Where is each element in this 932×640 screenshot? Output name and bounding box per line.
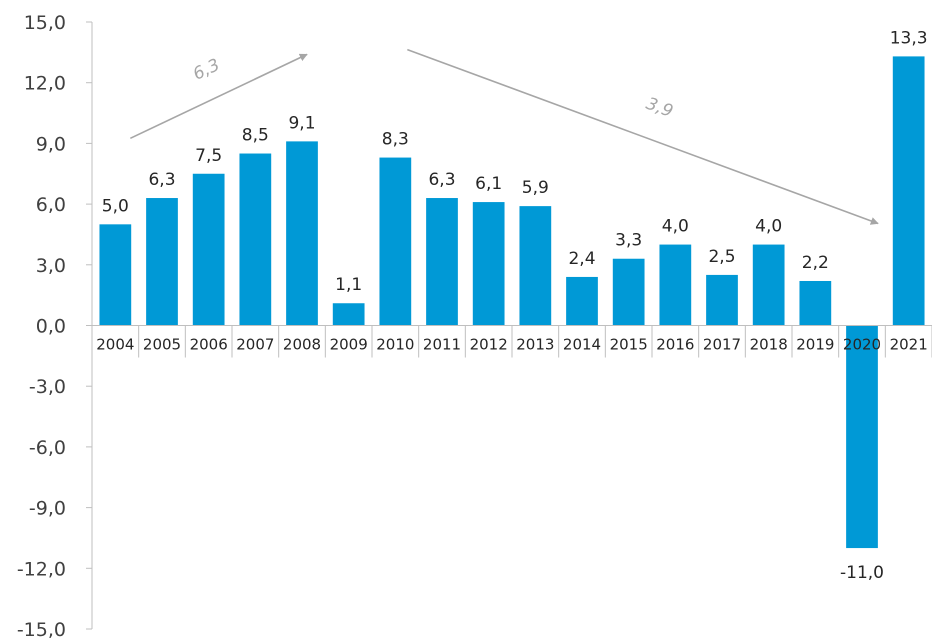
bar-2018: [752, 244, 785, 326]
y-axis-ticks: 15,0 12,0 9,0 6,0 3,0 0,0 -3,0 -6,0 -9,0 -12,0 -15…: [17, 12, 92, 640]
x-tick-label: 2010: [376, 336, 414, 354]
data-label: 6,1: [475, 174, 502, 194]
y-tick-label: 0,0: [36, 316, 66, 338]
x-tick-label: 2021: [890, 336, 928, 354]
x-tick-label: 2016: [656, 336, 694, 354]
data-label: 13,3: [890, 28, 928, 48]
bar-2021: [892, 56, 925, 326]
y-tick-label: -9,0: [29, 498, 66, 520]
bar-2011: [426, 198, 458, 326]
y-tick-label: 3,0: [36, 255, 66, 277]
y-tick-label: 12,0: [24, 73, 66, 95]
y-tick-label: 6,0: [36, 194, 66, 216]
y-tick-label: -15,0: [17, 619, 66, 640]
y-tick-label: 9,0: [36, 133, 66, 155]
y-tick-label: 15,0: [24, 12, 66, 34]
bar-2014: [566, 276, 598, 326]
data-label: 3,3: [615, 231, 642, 251]
x-tick-label: 2014: [563, 336, 601, 354]
bar-2007: [239, 153, 272, 326]
data-label: 9,1: [288, 113, 315, 133]
x-tick-label: 2006: [190, 336, 228, 354]
y-tick-label: -3,0: [29, 376, 66, 398]
bar-2009: [332, 303, 365, 326]
trend-label: 6,3: [190, 55, 223, 85]
trend-arrow: [129, 53, 308, 140]
trend-label: 3,9: [643, 94, 675, 122]
bar-2008: [286, 141, 318, 326]
trend-arrow: [407, 48, 879, 225]
x-tick-label: 2020: [843, 336, 881, 354]
data-label: 4,0: [755, 217, 782, 237]
bar-2005: [146, 198, 178, 326]
bar-2019: [799, 280, 832, 326]
axes: [91, 22, 932, 629]
x-tick-label: 2013: [516, 336, 554, 354]
data-label: 8,3: [382, 130, 409, 150]
data-label: 7,5: [195, 146, 222, 166]
data-labels: 5,0 6,3 7,5 8,5 9,1 1,1 8,3 6,3 6,1 5,9 2,4 3,3 4,0 2…: [102, 28, 928, 583]
x-tick-label: 2007: [236, 336, 274, 354]
x-tick-label: 2015: [610, 336, 648, 354]
x-tick-label: 2008: [283, 336, 321, 354]
x-tick-label: 2012: [470, 336, 508, 354]
bar-2015: [612, 258, 645, 326]
y-tick-label: -6,0: [29, 437, 66, 459]
x-tick-label: 2011: [423, 336, 461, 354]
bar-2012: [472, 202, 505, 326]
data-label: 1,1: [335, 275, 362, 295]
x-tick-label: 2009: [330, 336, 368, 354]
data-label: 2,4: [568, 249, 595, 269]
data-label: 2,5: [708, 247, 735, 267]
data-label: 8,5: [242, 126, 269, 146]
data-label: 5,0: [102, 196, 129, 216]
data-label: 4,0: [662, 217, 689, 237]
bars: [99, 56, 925, 549]
x-tick-label: 2018: [750, 336, 788, 354]
y-tick-label: -12,0: [17, 558, 66, 580]
bar-2016: [659, 244, 692, 326]
x-tick-label: 2019: [796, 336, 834, 354]
data-label: -11,0: [840, 563, 884, 583]
bar-2010: [379, 157, 412, 326]
bar-2006: [192, 173, 225, 326]
bar-2013: [519, 206, 552, 326]
bar-2017: [706, 274, 738, 326]
x-tick-label: 2005: [143, 336, 181, 354]
data-label: 6,3: [148, 170, 175, 190]
x-tick-label: 2004: [96, 336, 134, 354]
data-label: 6,3: [428, 170, 455, 190]
bar-2004: [99, 224, 132, 326]
data-label: 2,2: [802, 253, 829, 273]
x-axis-ticks: 2004 2005 2006 2007 2008 2009 2010 2011 2012 2013…: [96, 336, 928, 354]
x-tick-label: 2017: [703, 336, 741, 354]
data-label: 5,9: [522, 178, 549, 198]
bar-2020: [846, 325, 878, 549]
